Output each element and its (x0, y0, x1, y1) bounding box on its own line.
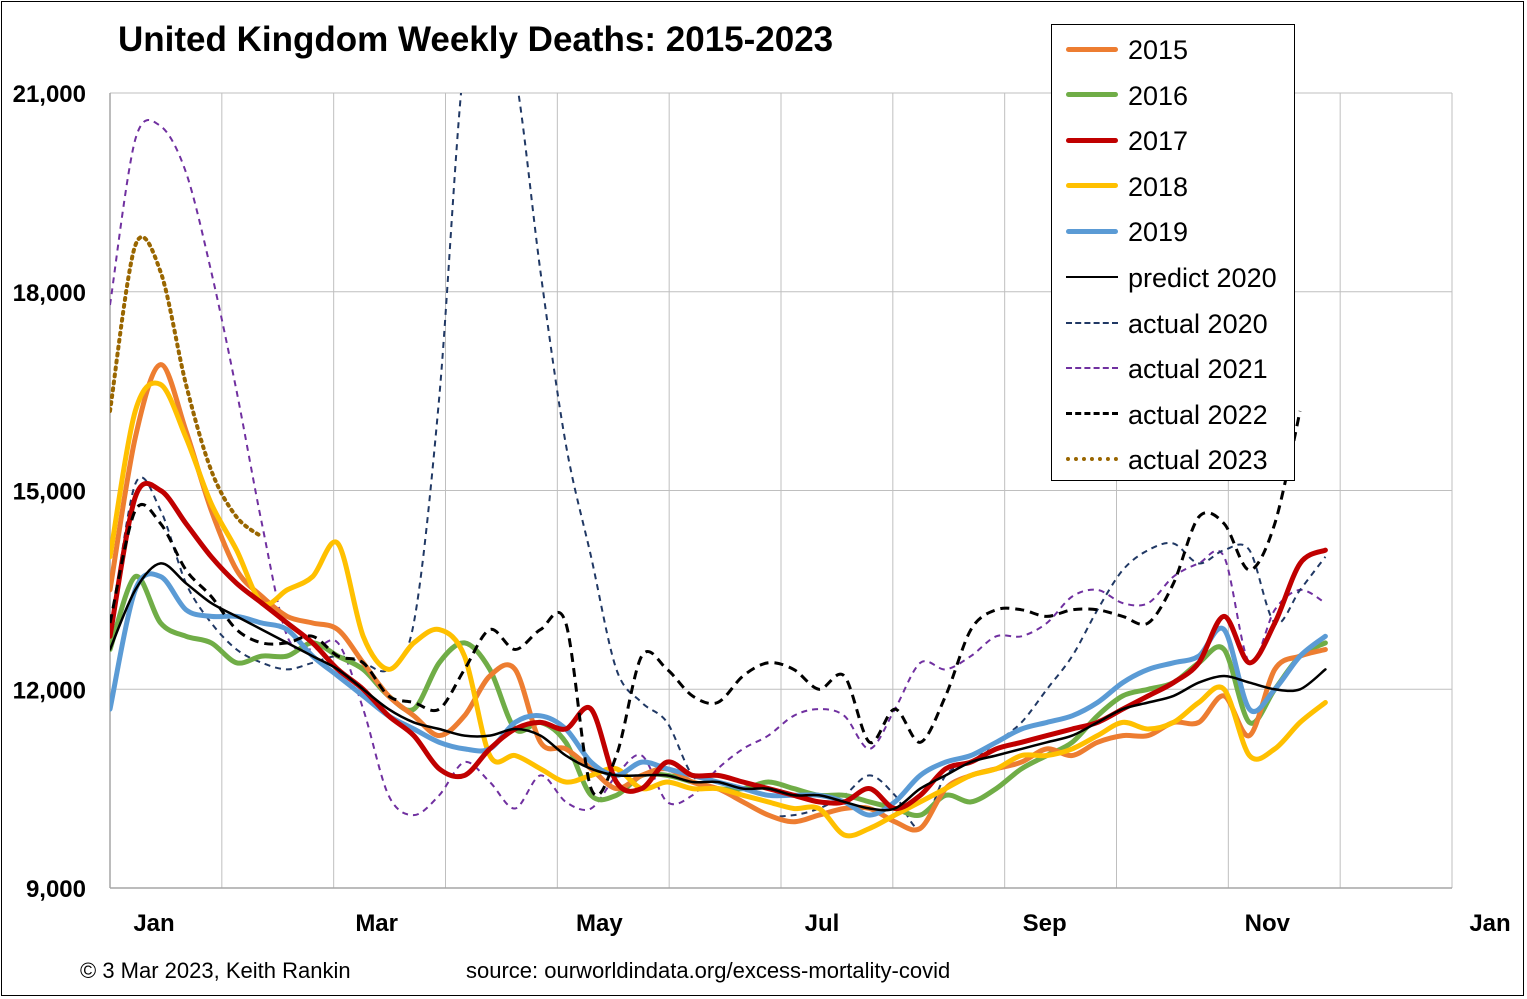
legend-item: actual 2021 (1052, 348, 1292, 388)
x-tick-label: Jul (805, 910, 840, 937)
legend-swatch (1066, 92, 1118, 98)
legend-label: predict 2020 (1128, 263, 1277, 293)
legend-label: 2015 (1128, 35, 1189, 65)
legend-swatch (1066, 457, 1118, 462)
legend-item: actual 2020 (1052, 303, 1292, 343)
series-line-actual-2020 (110, 93, 1327, 830)
legend: 2015 2016 2017 2018 2019 predict 2020 actual 2… (1051, 24, 1295, 481)
x-tick-label: Mar (355, 910, 398, 937)
legend-item: actual 2023 (1052, 439, 1292, 479)
copyright-text: © 3 Mar 2023, Keith Rankin (80, 958, 351, 983)
series-line-actual-2022 (110, 410, 1302, 797)
legend-swatch (1066, 367, 1118, 370)
series-line-predict-2020 (110, 562, 1327, 812)
series-line-actual-2021 (110, 119, 1326, 817)
x-tick-label: Sep (1023, 910, 1067, 937)
legend-swatch (1066, 46, 1118, 52)
series-lines (110, 93, 1328, 839)
legend-label: 2016 (1128, 80, 1189, 111)
legend-swatch (1066, 228, 1118, 234)
grid-lines (110, 92, 1453, 888)
x-tick-label: Jan (133, 910, 174, 937)
legend-label: actual 2020 (1128, 308, 1268, 339)
y-tick-labels: 9,000 12,000 15,000 18,000 21,000 (13, 81, 86, 903)
legend-label: 2018 (1128, 171, 1189, 202)
y-tick-label: 21,000 (13, 81, 86, 108)
legend-label: actual 2022 (1128, 399, 1268, 430)
legend-label: actual 2023 (1128, 445, 1268, 476)
legend-swatch (1066, 321, 1118, 324)
legend-item: 2017 (1052, 120, 1292, 160)
series-line-2019 (110, 571, 1328, 818)
x-tick-label: Nov (1245, 910, 1291, 937)
y-tick-label: 9,000 (26, 876, 86, 903)
legend-label: 2017 (1128, 126, 1189, 157)
legend-swatch (1066, 183, 1118, 189)
chart-title: United Kingdom Weekly Deaths: 2015-2023 (118, 20, 834, 59)
series-line-actual-2023 (110, 235, 264, 539)
legend-label: 2019 (1128, 217, 1189, 248)
series-line-2018 (110, 380, 1328, 839)
series-line-2015 (110, 362, 1328, 833)
x-tick-label: May (576, 910, 623, 937)
axes (109, 93, 1452, 889)
x-tick-label: Jan (1469, 910, 1510, 937)
legend-item: predict 2020 (1052, 257, 1292, 297)
legend-swatch (1066, 137, 1118, 143)
legend-swatch (1066, 412, 1118, 416)
y-tick-label: 18,000 (13, 280, 86, 307)
legend-swatch (1066, 275, 1118, 278)
legend-item: 2018 (1052, 166, 1292, 206)
y-tick-label: 12,000 (13, 677, 86, 704)
legend-item: 2016 (1052, 75, 1292, 115)
y-tick-label: 15,000 (13, 479, 86, 506)
legend-label: actual 2021 (1128, 354, 1268, 385)
legend-item: 2015 (1052, 29, 1292, 69)
x-tick-labels: Jan Mar May Jul Sep Nov Jan (133, 910, 1510, 937)
legend-item: 2019 (1052, 211, 1292, 251)
source-text: source: ourworldindata.org/excess-mortal… (466, 958, 951, 983)
legend-item: actual 2022 (1052, 394, 1292, 434)
